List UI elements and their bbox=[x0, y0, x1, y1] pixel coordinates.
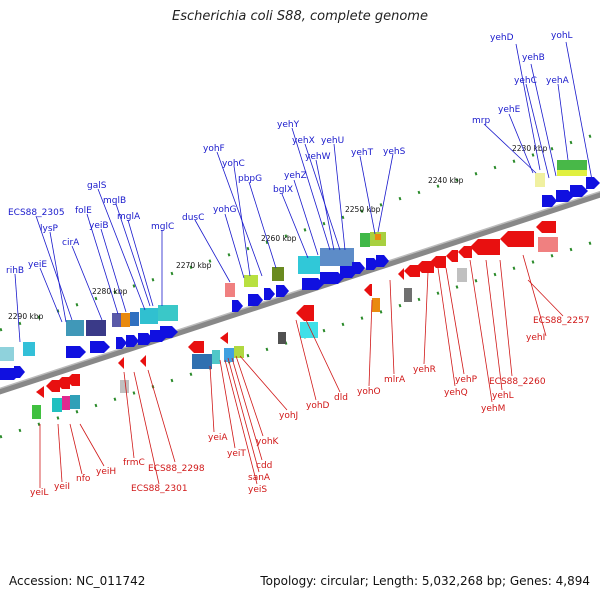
upper-gene-labels: yehD yohL yehB yehC yehA yehE mrp yehY y… bbox=[6, 31, 573, 276]
gene-label: yehY bbox=[277, 120, 300, 130]
gene-label: sanA bbox=[248, 473, 271, 483]
gene-label: yohG bbox=[213, 205, 237, 215]
gene-label: yohF bbox=[203, 144, 225, 154]
gene-label: yohO bbox=[357, 387, 381, 397]
gene-label: yehI bbox=[526, 333, 545, 343]
gene-label: yehM bbox=[481, 404, 505, 414]
gene-label: bglX bbox=[273, 185, 293, 195]
lower-leader-lines bbox=[39, 254, 564, 488]
gene-label: nfo bbox=[76, 474, 91, 484]
tick-label: 2270 kbp bbox=[176, 261, 212, 270]
upper-leader-lines bbox=[14, 41, 593, 343]
gene-label: mglA bbox=[117, 212, 141, 222]
gene-label: frmC bbox=[123, 458, 145, 468]
gene-label: yeiS bbox=[248, 485, 267, 495]
gene-label: yehT bbox=[351, 148, 374, 158]
gene-label: yeiA bbox=[208, 433, 228, 443]
gene-label: yehL bbox=[492, 391, 514, 401]
gene-label: lysP bbox=[40, 224, 59, 234]
reverse-feature-blocks bbox=[32, 237, 558, 419]
gene-label: yeiI bbox=[54, 482, 70, 492]
gene-label: yeiE bbox=[28, 260, 47, 270]
gene-label: ECS88_2260 bbox=[489, 377, 546, 387]
gene-label: mglC bbox=[151, 222, 174, 232]
gene-label: folE bbox=[75, 206, 92, 216]
gene-label: yohK bbox=[256, 437, 280, 447]
map-title: Escherichia coli S88, complete genome bbox=[172, 9, 428, 24]
tick-label: 2230 kbp bbox=[512, 144, 548, 153]
gene-label: yeiT bbox=[227, 449, 246, 459]
gene-label: yehS bbox=[383, 147, 406, 157]
gene-label: cdd bbox=[256, 461, 272, 471]
lower-gene-labels: ECS88_2257 yehI ECS88_2260 yehL yehM yeh… bbox=[30, 316, 590, 498]
gene-label: yohL bbox=[551, 31, 573, 41]
gene-label: ECS88_2257 bbox=[533, 316, 590, 326]
gene-label: ECS88_2298 bbox=[148, 464, 205, 474]
gene-label: yeiB bbox=[89, 221, 109, 231]
gene-label: yohC bbox=[222, 159, 245, 169]
gene-label: rihB bbox=[6, 266, 24, 276]
gene-label: yehQ bbox=[444, 388, 468, 398]
gene-label: mlrA bbox=[384, 375, 406, 385]
genome-backbone bbox=[0, 191, 600, 395]
accession-label: Accession: NC_011742 bbox=[9, 574, 146, 588]
tick-label: 2240 kbp bbox=[428, 176, 464, 185]
reverse-gene-arrows bbox=[36, 221, 556, 398]
tick-label: 2290 kbp bbox=[8, 312, 44, 321]
tick-label: 2260 kbp bbox=[261, 234, 297, 243]
gene-label: yohD bbox=[306, 401, 330, 411]
gene-label: pbpG bbox=[238, 174, 262, 184]
gene-label: yehW bbox=[305, 152, 331, 162]
gene-label: yehZ bbox=[284, 171, 307, 181]
gene-label: yehB bbox=[522, 53, 545, 63]
gene-label: cirA bbox=[62, 238, 80, 248]
gene-label: yehX bbox=[292, 136, 315, 146]
gene-label: yohJ bbox=[279, 411, 298, 421]
gene-label: galS bbox=[87, 181, 107, 191]
gene-label: yehD bbox=[490, 33, 514, 43]
gene-label: yehE bbox=[498, 105, 521, 115]
gene-label: dld bbox=[334, 393, 348, 403]
gene-label: yehU bbox=[321, 136, 344, 146]
gene-label: mglB bbox=[103, 196, 126, 206]
gene-label: yehR bbox=[413, 365, 436, 375]
gene-label: yeiH bbox=[96, 467, 116, 477]
gene-label: ECS88_2305 bbox=[8, 208, 65, 218]
gene-label: mrp bbox=[472, 116, 490, 126]
gene-label: yehC bbox=[514, 76, 537, 86]
gene-label: yehP bbox=[455, 375, 478, 385]
gene-label: dusC bbox=[182, 213, 204, 223]
gene-label: yeiL bbox=[30, 488, 48, 498]
gene-label: yehA bbox=[546, 76, 570, 86]
forward-gene-arrows bbox=[0, 177, 600, 380]
tick-label: 2250 kbp bbox=[345, 205, 381, 214]
gene-label: ECS88_2301 bbox=[131, 484, 188, 494]
forward-feature-blocks bbox=[0, 160, 587, 361]
tick-label: 2280 kbp bbox=[92, 287, 128, 296]
topology-summary: Topology: circular; Length: 5,032,268 bp… bbox=[260, 574, 590, 588]
